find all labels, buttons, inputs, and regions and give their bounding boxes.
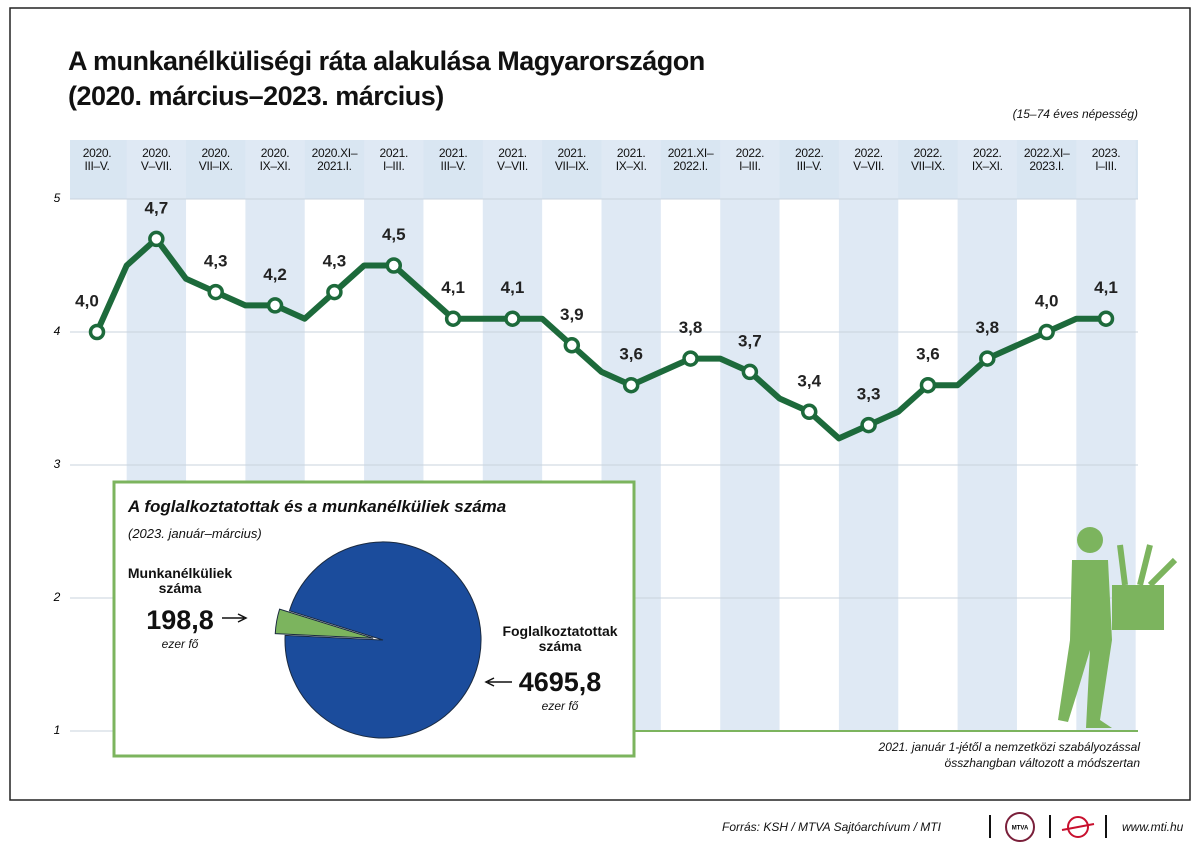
logo-line: [1061, 823, 1095, 831]
title: A munkanélküliségi ráta alakulása Magyar…: [68, 46, 705, 112]
point: [326, 283, 343, 301]
logo: [1005, 812, 1035, 842]
x-tick-label: 2022. V–VII.: [853, 146, 885, 173]
value-label: 3,9: [560, 305, 584, 324]
point: [860, 416, 877, 434]
x-tick-label: 2021. III–V.: [438, 146, 468, 173]
x-tick-label: 2021. VII–IX.: [554, 146, 589, 173]
column-band: [957, 140, 1017, 731]
value-label: 3,8: [975, 318, 999, 337]
logo-text: MTVA: [1012, 826, 1029, 832]
value-label: 3,4: [797, 371, 821, 390]
value-label: 4,7: [145, 198, 169, 217]
x-tick-label: 2020. V–VII.: [140, 146, 172, 173]
point: [207, 283, 224, 301]
value-label: 3,7: [738, 331, 762, 350]
point: [800, 403, 818, 421]
point: [979, 350, 996, 367]
point: [1038, 323, 1055, 341]
y-tick-label: 1: [54, 723, 61, 737]
x-tick-label: 2022. VII–IX.: [910, 146, 945, 173]
value-label: 3,3: [857, 385, 881, 404]
arrow: [484, 677, 512, 687]
person-head: [1077, 527, 1103, 553]
point: [1097, 310, 1115, 327]
point: [444, 310, 462, 327]
point: [148, 230, 165, 248]
y-tick-label: 3: [54, 457, 61, 471]
value-label: 4,3: [204, 252, 228, 271]
value-label: 4,0: [75, 291, 99, 310]
x-tick-label: 2021. V–VII.: [497, 146, 528, 173]
x-tick-label: 2020.XI– 2021.I.: [311, 146, 358, 173]
value-label: 4,1: [501, 278, 525, 297]
note: (15–74 éves népesség): [1012, 107, 1138, 121]
point: [266, 297, 284, 314]
value-label: 3,6: [916, 345, 940, 364]
x-tick-label: 2021. I–III.: [379, 146, 409, 173]
point: [88, 323, 106, 341]
value-label: 4,1: [1094, 278, 1118, 297]
inset-subtitle: (2023. január–március): [128, 526, 262, 541]
inset-title: A foglalkoztatottak és a munkanélküliek …: [128, 497, 507, 516]
point: [504, 310, 521, 327]
unit-label: ezer fő: [541, 699, 579, 713]
column-band: [720, 140, 780, 731]
x-tick-label: 2023. I–III.: [1091, 146, 1121, 173]
x-tick-label: 2022. IX–XI.: [971, 146, 1003, 173]
x-tick-label: 2021.XI– 2022.I.: [667, 146, 714, 173]
url: www.mti.hu: [1122, 820, 1184, 834]
y-tick-label: 5: [54, 191, 61, 205]
x-tick-label: 2022. I–III.: [735, 146, 765, 173]
x-tick-label: 2022. III–V.: [794, 146, 824, 173]
point: [563, 337, 581, 354]
arrow: [222, 613, 248, 623]
value-label: 198,8: [146, 605, 214, 635]
point: [682, 350, 699, 367]
x-tick-label: 2021. IX–XI.: [615, 146, 647, 173]
value-label: 4,1: [441, 278, 465, 297]
x-tick-label: 2020. III–V.: [82, 146, 112, 173]
value-label: 3,6: [619, 345, 643, 364]
pie-slice: [274, 608, 374, 639]
person-body: [1058, 560, 1112, 728]
point: [741, 363, 759, 381]
plants: [1117, 544, 1178, 588]
x-tick-label: 2022.XI– 2023.I.: [1023, 146, 1070, 173]
category-label: Munkanélküliek száma: [127, 565, 233, 596]
frame: [9, 7, 1191, 801]
point: [622, 376, 640, 394]
point: [919, 376, 937, 394]
x-tick-label: 2020. IX–XI.: [259, 146, 291, 173]
value-label: 4695,8: [518, 667, 602, 697]
value-label: 4,3: [323, 252, 347, 271]
y-tick-label: 2: [53, 590, 61, 604]
x-tick-label: 2020. VII–IX.: [198, 146, 233, 173]
value-label: 4,0: [1035, 291, 1059, 310]
pie-slice: [284, 541, 482, 739]
source: Forrás: KSH / MTVA Sajtóarchívum / MTI: [722, 820, 941, 834]
value-label: 4,5: [382, 225, 406, 244]
y-tick-label: 4: [54, 324, 61, 338]
category-label: Foglalkoztatottak száma: [502, 623, 618, 654]
logo: [1067, 816, 1089, 838]
value-label: 4,2: [263, 265, 287, 284]
footnote: 2021. január 1-jétől a nemzetközi szabál…: [878, 740, 1140, 770]
value-label: 3,8: [679, 318, 703, 337]
point: [385, 257, 403, 274]
box: [1112, 585, 1164, 630]
line: [94, 235, 1106, 442]
unit-label: ezer fő: [161, 637, 199, 651]
